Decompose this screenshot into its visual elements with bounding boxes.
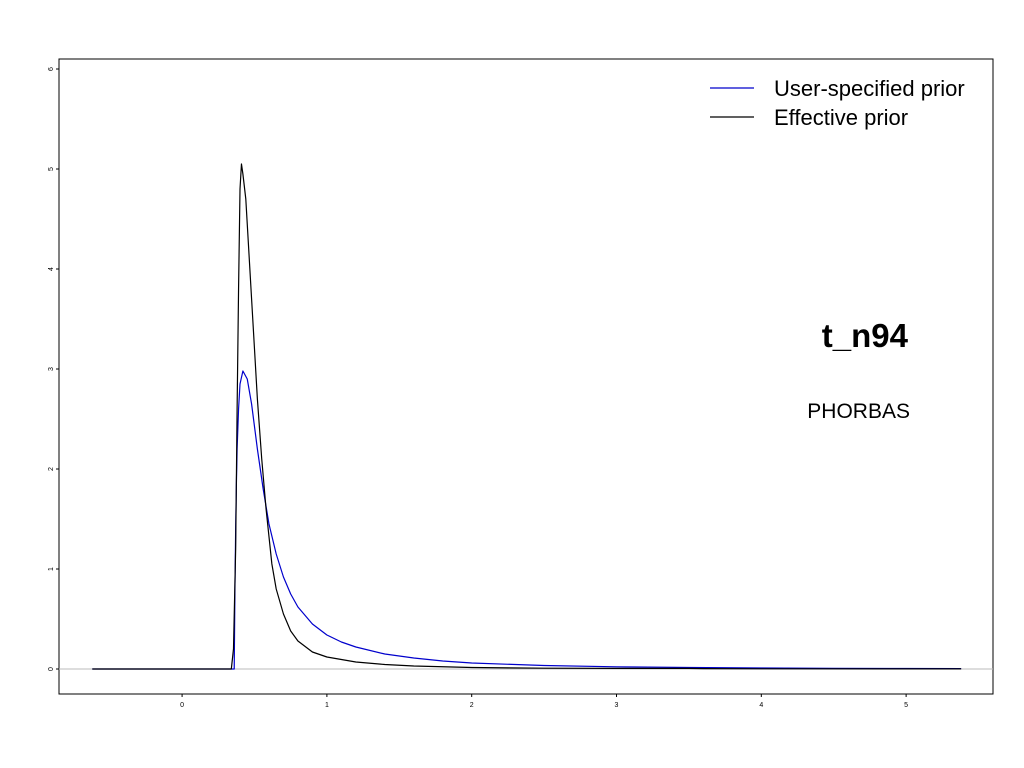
y-tick-label: 6 xyxy=(48,67,55,71)
y-axis-ticks: 0 1 2 3 4 5 6 xyxy=(48,67,59,671)
taxon-label: PHORBAS xyxy=(807,400,910,423)
legend-label-effective-prior: Effective prior xyxy=(774,105,908,130)
x-axis-ticks: 0 1 2 3 4 5 xyxy=(180,694,908,709)
y-tick-label: 4 xyxy=(48,267,55,271)
x-tick-label: 4 xyxy=(759,702,763,709)
x-tick-label: 0 xyxy=(180,702,184,709)
x-tick-label: 5 xyxy=(904,702,908,709)
x-tick-label: 1 xyxy=(325,702,329,709)
series-layer xyxy=(92,163,962,670)
x-tick-label: 2 xyxy=(470,702,474,709)
y-tick-label: 3 xyxy=(48,367,55,371)
series-line-effective-prior xyxy=(92,163,962,670)
node-label: t_n94 xyxy=(822,317,909,354)
y-tick-label: 0 xyxy=(48,667,55,671)
y-tick-label: 1 xyxy=(48,567,55,571)
legend: User-specified prior Effective prior xyxy=(710,76,965,130)
legend-label-user-prior: User-specified prior xyxy=(774,76,965,101)
y-tick-label: 2 xyxy=(48,467,55,471)
x-tick-label: 3 xyxy=(615,702,619,709)
y-tick-label: 5 xyxy=(48,167,55,171)
plot-frame xyxy=(58,58,994,695)
